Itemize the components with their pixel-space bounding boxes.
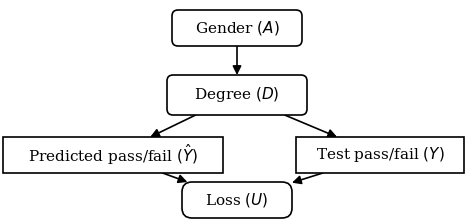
FancyBboxPatch shape bbox=[167, 75, 307, 115]
Text: Gender $(A)$: Gender $(A)$ bbox=[194, 19, 280, 37]
FancyBboxPatch shape bbox=[296, 137, 464, 173]
Text: Test pass/fail $(Y)$: Test pass/fail $(Y)$ bbox=[316, 146, 445, 164]
Text: Loss $(U)$: Loss $(U)$ bbox=[205, 191, 269, 209]
FancyBboxPatch shape bbox=[3, 137, 223, 173]
FancyBboxPatch shape bbox=[172, 10, 302, 46]
FancyBboxPatch shape bbox=[182, 182, 292, 218]
Text: Degree $(D)$: Degree $(D)$ bbox=[194, 86, 280, 105]
Text: Predicted pass/fail $(\hat{Y})$: Predicted pass/fail $(\hat{Y})$ bbox=[28, 142, 198, 168]
